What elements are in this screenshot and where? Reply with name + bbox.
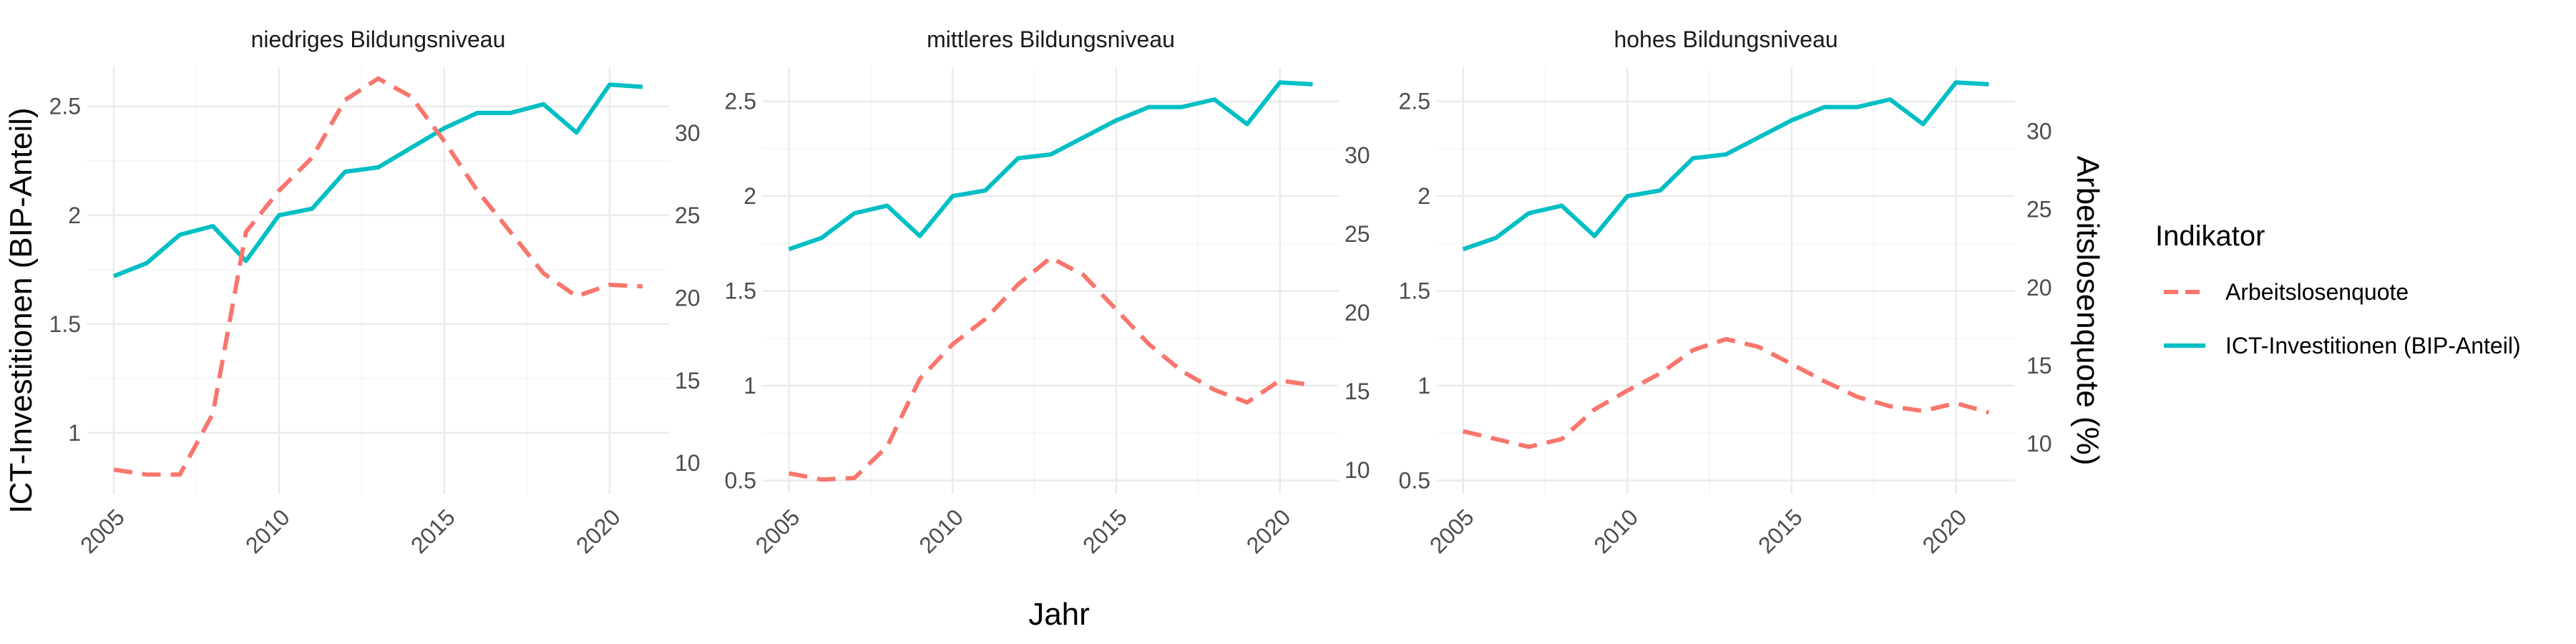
y-right-tick-label: 25 (675, 203, 701, 228)
series-line-arbeitslosenquote (789, 255, 1313, 482)
y-right-tick-label: 15 (2026, 353, 2052, 379)
x-axis-title: Jahr (1028, 597, 1090, 632)
y-left-tick-label: 2.5 (725, 89, 756, 114)
y-left-tick-label: 0.5 (1399, 467, 1430, 493)
y-right-tick-label: 15 (675, 368, 701, 394)
panel-title: mittleres Bildungsniveau (927, 26, 1175, 52)
legend: Indikator Arbeitslosenquote ICT-Investiti… (2155, 220, 2521, 358)
y-left-tick-label: 2 (68, 203, 81, 228)
y-left-tick-label: 1.5 (49, 311, 81, 337)
y-right-tick-label: 30 (2026, 119, 2052, 145)
panel-title: niedriges Bildungsniveau (251, 26, 506, 52)
y-left-tick-label: 1.5 (1399, 278, 1430, 304)
y-right-tick-label: 30 (675, 120, 701, 146)
panel-title: hohes Bildungsniveau (1614, 26, 1838, 52)
legend-label: ICT-Investitionen (BIP-Anteil) (2225, 333, 2521, 358)
y-right-tick-label: 30 (1345, 142, 1370, 168)
y-left-tick-label: 2.5 (49, 94, 81, 119)
y-left-tick-label: 1 (743, 373, 756, 399)
series-line-arbeitslosenquote (1463, 336, 1990, 449)
y-right-tick-label: 20 (675, 285, 701, 311)
series-line-ict (1462, 80, 1989, 252)
y-left-tick-label: 2 (1418, 183, 1430, 209)
y-left-tick-label: 2.5 (1399, 89, 1430, 114)
legend-label: Arbeitslosenquote (2225, 279, 2409, 305)
y-left-tick-label: 1.5 (725, 278, 756, 304)
y-left-tick-label: 1 (1418, 373, 1430, 399)
y-axis-right-title: Arbeitslosenquote (%) (2070, 156, 2105, 466)
y-left-tick-label: 2 (743, 183, 756, 209)
y-right-tick-label: 20 (2026, 275, 2052, 301)
y-left-tick-label: 1 (68, 420, 81, 446)
y-right-tick-label: 25 (2026, 197, 2052, 223)
legend-title: Indikator (2155, 220, 2265, 252)
y-right-tick-label: 20 (1345, 300, 1370, 326)
y-right-tick-label: 10 (1345, 457, 1370, 483)
y-axis-left-title: ICT-Investitionen (BIP-Anteil) (4, 107, 39, 513)
y-right-tick-label: 10 (2026, 431, 2052, 457)
series-line-ict (788, 80, 1313, 252)
y-left-tick-label: 0.5 (725, 467, 756, 493)
y-right-tick-label: 25 (1345, 221, 1370, 247)
y-right-tick-label: 15 (1345, 379, 1370, 404)
series-line-ict (112, 82, 643, 278)
panel-3: hohes Bildungsniveau 0.5 1 1.5 2 2.5 10 15 20 25 3… (1399, 26, 2052, 558)
series-line-arbeitslosenquote (113, 76, 643, 477)
y-right-tick-label: 10 (675, 450, 701, 476)
